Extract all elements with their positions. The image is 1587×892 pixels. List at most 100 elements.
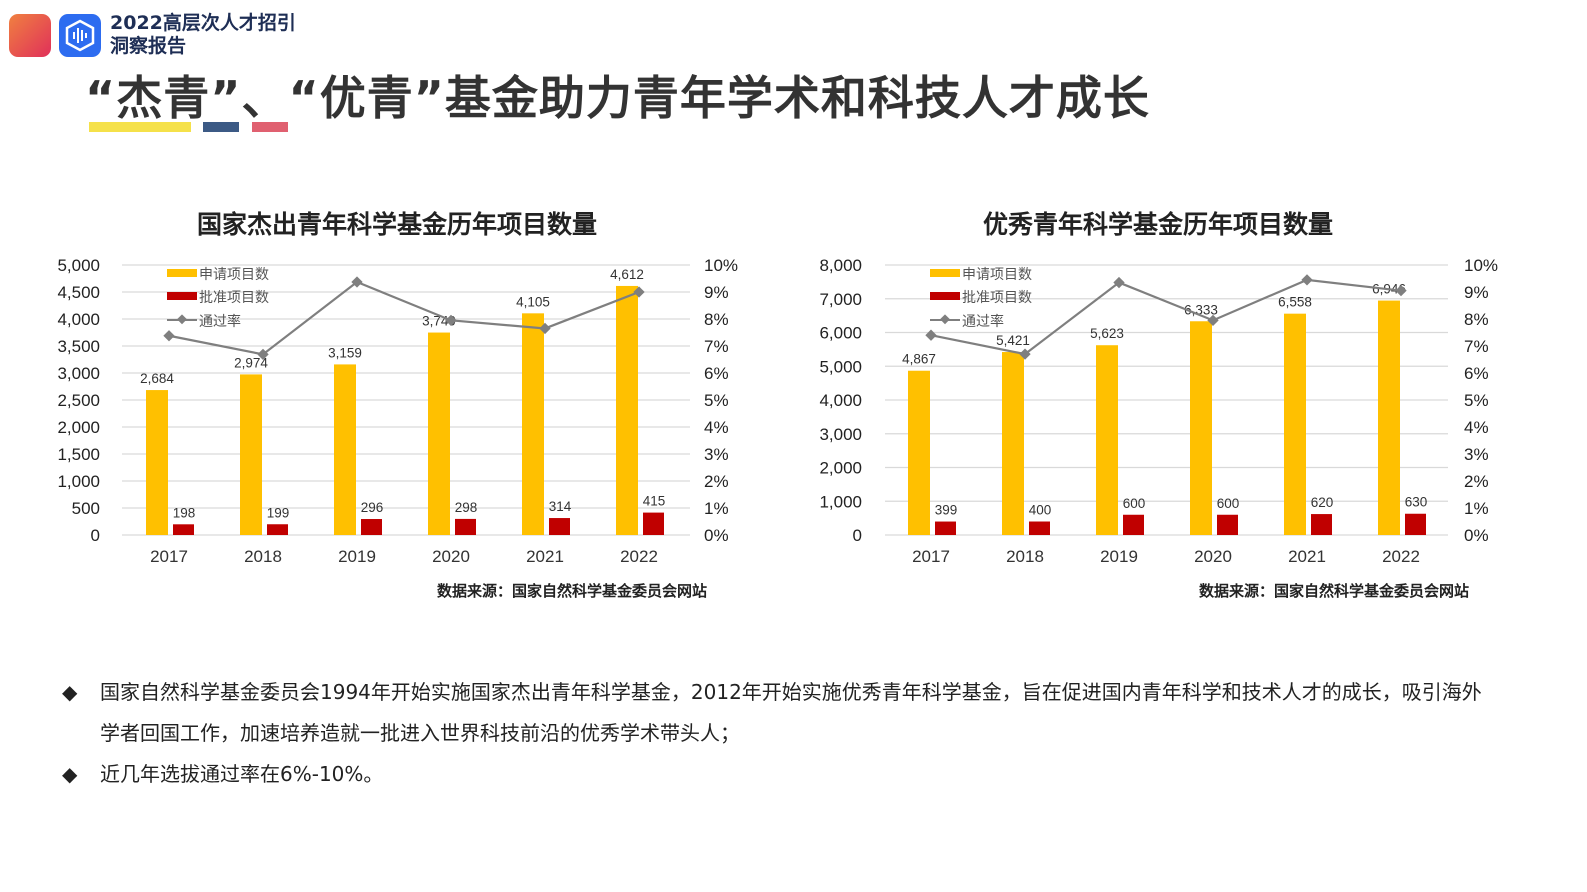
y-tick-label: 2,000: [57, 418, 100, 437]
data-label-approved: 600: [1217, 496, 1240, 511]
y2-tick-label: 3%: [1464, 445, 1489, 464]
rate-point: [1207, 314, 1219, 327]
rate-point: [1301, 274, 1313, 286]
x-tick-label: 2019: [1100, 547, 1138, 566]
y2-tick-label: 8%: [704, 310, 729, 329]
y2-tick-label: 5%: [1464, 391, 1489, 410]
brand-line-1: 2022高层次人才招引: [110, 12, 296, 34]
data-label-applied: 4,612: [610, 267, 644, 282]
chart-title-right: 优秀青年科学基金历年项目数量: [982, 210, 1333, 239]
bar-applied: [428, 332, 450, 535]
bar-applied: [1096, 345, 1118, 535]
y-tick-label: 1,500: [57, 445, 100, 464]
bar-approved: [643, 512, 664, 535]
legend-swatch-applied: [930, 269, 960, 277]
brand-title: 2022高层次人才招引 洞察报告: [110, 12, 296, 58]
data-label-approved: 198: [173, 505, 196, 520]
legend-label-rate: 通过率: [199, 313, 241, 329]
bar-applied: [1284, 313, 1306, 535]
y-tick-label: 3,500: [57, 337, 100, 356]
x-tick-label: 2021: [526, 547, 564, 566]
rate-point: [539, 322, 551, 335]
x-tick-label: 2022: [620, 547, 658, 566]
y-tick-label: 3,000: [57, 364, 100, 383]
app-logo-voice: [59, 14, 101, 57]
bullet-text: 国家自然科学基金委员会1994年开始实施国家杰出青年科学基金，2012年开始实施…: [100, 680, 1482, 745]
diamond-bullet-icon: ◆: [62, 762, 78, 786]
y-tick-label: 5,000: [57, 256, 100, 275]
data-label-approved: 400: [1029, 503, 1052, 518]
data-label-applied: 4,105: [516, 294, 550, 309]
y2-tick-label: 1%: [1464, 499, 1489, 518]
brand-line-2: 洞察报告: [110, 35, 187, 57]
chart-left: 0 500 1,000 1,500 2,000 2,500 3,000 3,500 4,000 4…: [57, 256, 738, 566]
legend-label-approved: 批准项目数: [199, 289, 269, 305]
data-label-approved: 620: [1311, 495, 1334, 510]
y2-tick-label: 7%: [704, 337, 729, 356]
y-tick-label: 0: [853, 526, 862, 545]
source-left: 数据来源：国家自然科学基金委员会网站: [437, 582, 708, 600]
legend-swatch-approved: [167, 292, 197, 300]
y-tick-label: 1,000: [819, 492, 862, 511]
y-tick-label: 4,000: [819, 391, 862, 410]
bar-applied: [908, 370, 930, 535]
x-tick-label: 2017: [150, 547, 188, 566]
y2-tick-label: 0%: [704, 526, 729, 545]
y2-tick-label: 9%: [1464, 283, 1489, 302]
data-label-approved: 199: [267, 505, 290, 520]
bullet-item: ◆ 国家自然科学基金委员会1994年开始实施国家杰出青年科学基金，2012年开始实…: [62, 672, 1482, 754]
data-label-applied: 5,623: [1090, 326, 1124, 341]
data-label-approved: 600: [1123, 496, 1146, 511]
y-tick-label: 5,000: [819, 357, 862, 376]
bar-approved: [935, 521, 956, 535]
bar-applied: [240, 374, 262, 535]
legend-marker-rate: [940, 314, 950, 325]
y2-tick-label: 6%: [704, 364, 729, 383]
rate-point: [1113, 276, 1125, 289]
data-label-applied: 6,333: [1184, 302, 1218, 317]
y2-tick-label: 8%: [1464, 310, 1489, 329]
rate-point: [925, 329, 937, 341]
legend-swatch-applied: [167, 269, 197, 277]
y-tick-label: 2,500: [57, 391, 100, 410]
bar-approved: [361, 519, 382, 535]
data-label-applied: 2,974: [234, 355, 268, 370]
y2-tick-label: 6%: [1464, 364, 1489, 383]
y2-tick-label: 7%: [1464, 337, 1489, 356]
rate-line: [168, 280, 640, 356]
y2-tick-label: 1%: [704, 499, 729, 518]
bar-applied: [1002, 352, 1024, 535]
bar-approved: [549, 518, 570, 535]
data-label-approved: 415: [643, 494, 666, 509]
bar-applied: [1190, 321, 1212, 535]
title-underline-blue: [203, 122, 239, 132]
bar-applied: [616, 285, 638, 535]
bullet-item: ◆ 近几年选拔通过率在6%-10%。: [62, 754, 1482, 795]
y-tick-label: 6,000: [819, 324, 862, 343]
bar-approved: [1029, 521, 1050, 535]
y2-tick-label: 9%: [704, 283, 729, 302]
y-tick-label: 7,000: [819, 290, 862, 309]
diamond-bullet-icon: ◆: [62, 680, 78, 704]
bar-approved: [1217, 514, 1238, 535]
rate-point: [1395, 284, 1407, 297]
y2-tick-label: 2%: [1464, 472, 1489, 491]
legend-marker-rate: [177, 314, 187, 325]
data-label-applied: 3,749: [422, 314, 456, 329]
legend-label-approved: 批准项目数: [962, 289, 1032, 305]
rate-line: [930, 278, 1402, 356]
y2-tick-label: 0%: [1464, 526, 1489, 545]
x-tick-label: 2018: [244, 547, 282, 566]
y2-tick-label: 4%: [1464, 418, 1489, 437]
y-tick-label: 4,000: [57, 310, 100, 329]
app-logo-hand: [9, 14, 51, 57]
bar-approved: [267, 524, 288, 535]
page-title: “杰青”、“优青”基金助力青年学术和科技人才成长: [85, 71, 1150, 125]
x-tick-label: 2020: [1194, 547, 1232, 566]
legend-label-applied: 申请项目数: [962, 266, 1032, 282]
x-tick-label: 2019: [338, 547, 376, 566]
y-tick-label: 0: [91, 526, 100, 545]
x-tick-label: 2022: [1382, 547, 1420, 566]
y-tick-label: 8,000: [819, 256, 862, 275]
legend-label-rate: 通过率: [962, 313, 1004, 329]
